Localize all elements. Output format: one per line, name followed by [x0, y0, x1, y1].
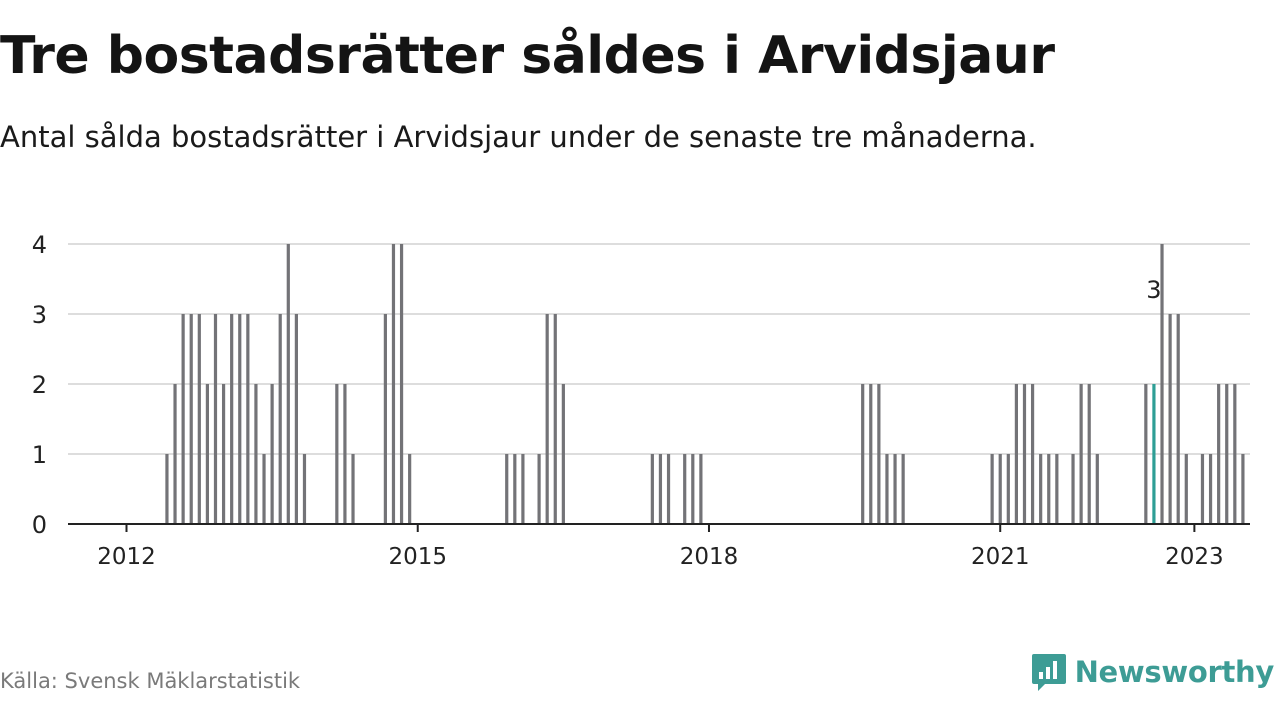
gridlines — [68, 243, 1250, 455]
bar — [286, 244, 290, 524]
newsworthy-logo-icon — [1031, 654, 1066, 691]
chart-title: Tre bostadsrätter såldes i Arvidsjaur — [0, 26, 1055, 86]
axes — [68, 523, 1250, 532]
bar — [1208, 454, 1213, 524]
bar — [553, 314, 557, 524]
bar — [351, 454, 355, 524]
bar — [246, 314, 250, 524]
x-tick-label: 2021 — [971, 544, 1030, 570]
bar — [1160, 244, 1164, 524]
bar — [1217, 384, 1221, 524]
bar — [699, 454, 703, 524]
bar-highlight — [1152, 384, 1156, 524]
bar — [294, 314, 298, 524]
bar — [1055, 454, 1059, 524]
bar — [173, 384, 177, 524]
bar — [391, 244, 396, 524]
bar — [262, 454, 266, 524]
bar — [1030, 384, 1035, 524]
bar — [1087, 384, 1091, 524]
y-tick-label: 3 — [32, 301, 47, 329]
bar — [1071, 454, 1075, 524]
bar — [278, 314, 282, 524]
bars — [165, 244, 1245, 524]
bar — [1006, 454, 1010, 524]
bar — [1022, 384, 1027, 524]
y-tick-label: 0 — [32, 511, 47, 539]
chart-subtitle: Antal sålda bostadsrätter i Arvidsjaur u… — [0, 120, 1037, 154]
bar — [343, 384, 347, 524]
bar — [691, 454, 695, 524]
bar — [302, 454, 307, 524]
bar — [165, 454, 169, 524]
bar — [901, 454, 905, 524]
bar — [1233, 384, 1237, 524]
y-tick-label: 4 — [32, 231, 47, 259]
bar — [893, 454, 897, 524]
brand-logo-group: Newsworthy — [1031, 652, 1274, 692]
bar — [666, 454, 671, 524]
bar — [869, 384, 873, 524]
bar — [1014, 384, 1018, 524]
source-note: Källa: Svensk Mäklarstatistik — [0, 669, 301, 693]
bar — [885, 454, 889, 524]
bar — [505, 454, 509, 524]
bar — [877, 384, 881, 524]
bar — [205, 384, 209, 524]
x-tick-label: 2015 — [388, 544, 447, 570]
bar — [861, 384, 865, 524]
bar — [181, 314, 185, 524]
bar — [230, 314, 234, 524]
bar — [399, 244, 404, 524]
bar — [1047, 454, 1051, 524]
bar — [383, 314, 387, 524]
bar — [238, 314, 242, 524]
bar — [650, 454, 654, 524]
bar — [545, 314, 549, 524]
bar — [561, 384, 565, 524]
bar — [254, 384, 258, 524]
bar — [521, 454, 525, 524]
bar — [658, 454, 663, 524]
bar — [408, 454, 412, 524]
bar — [335, 384, 339, 524]
bar — [1095, 454, 1099, 524]
x-tick-label: 2018 — [680, 544, 739, 570]
y-tick-label: 2 — [32, 371, 47, 399]
bar — [1079, 384, 1083, 524]
bar — [1168, 314, 1172, 524]
bar — [213, 314, 218, 524]
bar — [270, 384, 274, 524]
bar — [683, 454, 687, 524]
brand-name: Newsworthy — [1074, 655, 1275, 689]
x-tick-label: 2023 — [1165, 544, 1224, 570]
bar — [1144, 384, 1148, 524]
bar — [1176, 314, 1180, 524]
bar — [990, 454, 994, 524]
labels: 0 1 2 3 4 2012 2015 2018 2021 2023 3 — [32, 231, 1224, 570]
y-tick-label: 1 — [32, 441, 47, 469]
bar — [1184, 454, 1188, 524]
x-tick-label: 2012 — [97, 544, 156, 570]
bar — [513, 454, 517, 524]
bar — [1241, 454, 1245, 524]
bar — [197, 314, 201, 524]
highlight-value-label: 3 — [1146, 276, 1161, 304]
bar — [1225, 384, 1229, 524]
bar — [221, 384, 226, 524]
bar — [998, 454, 1002, 524]
bar — [537, 454, 541, 524]
bar — [1200, 454, 1205, 524]
bar — [189, 314, 193, 524]
bar — [1039, 454, 1043, 524]
